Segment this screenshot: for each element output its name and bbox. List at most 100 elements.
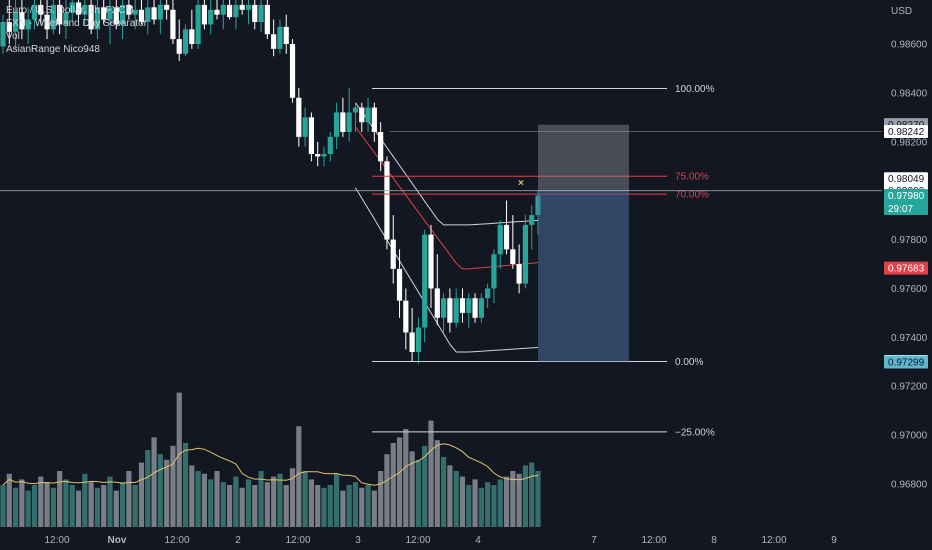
candle-body[interactable] — [82, 4, 88, 15]
position-target-zone[interactable] — [538, 124, 629, 191]
price-tag-label: 0.98049 — [888, 174, 925, 185]
candle-body[interactable] — [384, 161, 390, 240]
candle-body[interactable] — [428, 234, 434, 289]
candle-body[interactable] — [252, 4, 258, 22]
legend-indicator-asianrange[interactable]: AsianRange Nico948 — [6, 44, 100, 55]
legend-indicator-vol[interactable]: Vol — [6, 31, 20, 42]
candle-body[interactable] — [503, 224, 510, 250]
candle-body[interactable] — [151, 7, 157, 20]
candle-body[interactable] — [510, 249, 516, 264]
candle-body[interactable] — [88, 4, 94, 30]
candle-body[interactable] — [346, 112, 352, 132]
candle-body[interactable] — [434, 288, 440, 318]
candle-body[interactable] — [440, 298, 447, 318]
candle-body[interactable] — [447, 298, 453, 323]
candle-body[interactable] — [409, 332, 415, 352]
candle-body[interactable] — [271, 34, 277, 49]
candle-body[interactable] — [220, 4, 226, 15]
candle-body[interactable] — [12, 12, 19, 32]
candle-body[interactable] — [472, 298, 478, 318]
candle-body[interactable] — [283, 26, 289, 44]
candle-body[interactable] — [164, 4, 170, 10]
candle-body[interactable] — [113, 7, 119, 25]
candle-body[interactable] — [415, 327, 422, 352]
candle-body[interactable] — [453, 298, 459, 323]
volume-bar — [226, 485, 233, 527]
candle-body[interactable] — [396, 268, 403, 301]
candle-body[interactable] — [44, 14, 50, 30]
candle-body[interactable] — [522, 224, 529, 284]
candle-body[interactable] — [390, 239, 396, 269]
candle-body[interactable] — [182, 29, 189, 54]
candle-body[interactable] — [50, 4, 56, 30]
candle-body[interactable] — [264, 4, 270, 35]
candle-body[interactable] — [403, 300, 409, 333]
candle-body[interactable] — [31, 4, 38, 20]
candle-body[interactable] — [466, 298, 472, 313]
candle-body[interactable] — [0, 22, 6, 47]
volume-bar — [245, 479, 252, 527]
candle-body[interactable] — [233, 4, 239, 18]
candle-body[interactable] — [422, 234, 428, 328]
candle-body[interactable] — [315, 154, 321, 157]
candle-body[interactable] — [327, 136, 333, 154]
candle-body[interactable] — [132, 9, 138, 15]
candle-body[interactable] — [352, 107, 359, 113]
candle-body[interactable] — [75, 2, 82, 15]
candle-body[interactable] — [195, 4, 201, 44]
candle-body[interactable] — [107, 7, 113, 20]
candle-body[interactable] — [226, 4, 233, 18]
candle-body[interactable] — [485, 288, 491, 299]
candle-body[interactable] — [63, 12, 69, 25]
candle-body[interactable] — [157, 4, 163, 20]
candle-body[interactable] — [277, 26, 283, 49]
candle-body[interactable] — [340, 112, 346, 132]
candle-body[interactable] — [19, 12, 25, 30]
price-tick-label: 0.98600 — [891, 40, 928, 51]
position-stop-zone[interactable] — [538, 190, 629, 362]
candle-body[interactable] — [69, 2, 75, 13]
candle-body[interactable] — [189, 29, 195, 44]
candle-body[interactable] — [308, 117, 315, 154]
candle-body[interactable] — [245, 4, 252, 10]
candle-body[interactable] — [214, 9, 220, 15]
candle-body[interactable] — [459, 298, 466, 313]
candle-body[interactable] — [57, 4, 63, 25]
candle-body[interactable] — [94, 7, 101, 30]
candle-body[interactable] — [516, 264, 522, 284]
candle-body[interactable] — [170, 9, 176, 40]
volume-bar — [258, 471, 264, 527]
candle-body[interactable] — [239, 4, 245, 10]
candle-body[interactable] — [296, 97, 302, 137]
candle-body[interactable] — [289, 44, 296, 98]
legend-symbol[interactable]: Euro / U.S. Dollar, 1h, FXCM — [6, 5, 134, 16]
candle-body[interactable] — [333, 112, 340, 137]
candle-body[interactable] — [201, 4, 208, 25]
candle-body[interactable] — [208, 9, 214, 25]
candle-body[interactable] — [119, 4, 126, 25]
candle-body[interactable] — [145, 7, 151, 22]
fib-level-label: −25.00% — [675, 427, 715, 438]
candle-body[interactable] — [321, 154, 327, 157]
candle-body[interactable] — [359, 107, 365, 123]
candle-body[interactable] — [491, 254, 497, 289]
candle-body[interactable] — [138, 9, 145, 22]
candle-body[interactable] — [371, 107, 377, 132]
candle-body[interactable] — [529, 215, 535, 225]
candle-body[interactable] — [258, 4, 264, 22]
legend-indicator-separator[interactable]: FXN - Week and Day Separator — [6, 18, 147, 29]
candle-body[interactable] — [126, 4, 132, 15]
candle-body[interactable] — [378, 132, 384, 162]
candle-body[interactable] — [302, 117, 308, 137]
candle-body[interactable] — [497, 224, 503, 255]
time-tick-label: 4 — [475, 535, 481, 546]
candle-body[interactable] — [176, 39, 182, 54]
candle-body[interactable] — [25, 19, 31, 30]
candle-body[interactable] — [478, 298, 484, 318]
candle-body[interactable] — [101, 7, 107, 20]
time-tick-label: 3 — [355, 535, 361, 546]
candle-body[interactable] — [6, 22, 12, 32]
candle-body[interactable] — [38, 4, 44, 15]
candle-body[interactable] — [365, 107, 371, 123]
